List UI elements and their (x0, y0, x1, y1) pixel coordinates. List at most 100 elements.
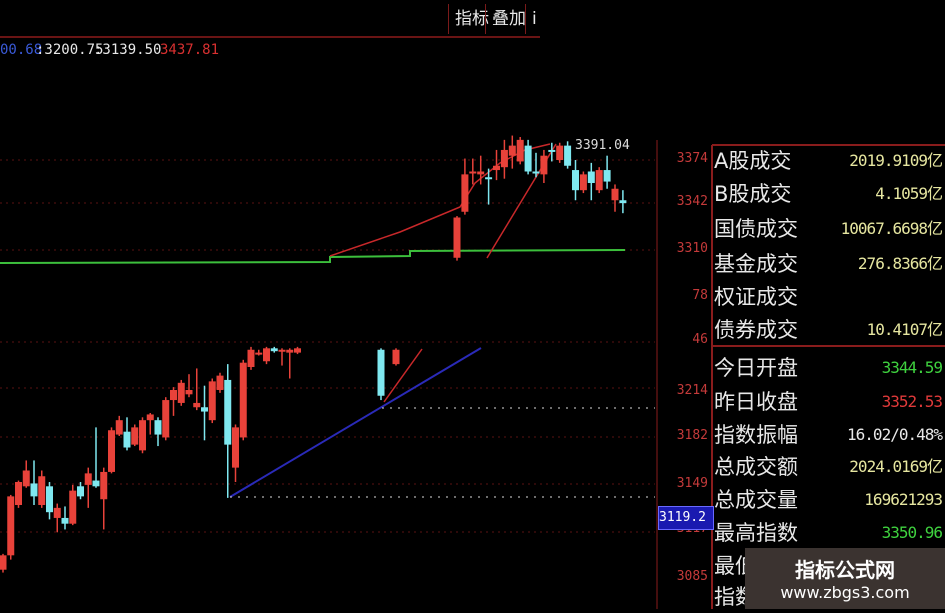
info-label: 债券成交 (714, 318, 798, 342)
candle-body (22, 470, 30, 487)
tab-overlay[interactable]: 叠加 (485, 4, 532, 34)
info-label: 今日开盘 (714, 356, 798, 380)
candle-body (170, 390, 177, 401)
info-row: 国债成交 10067.6698亿 (714, 213, 943, 245)
candle-body (540, 155, 548, 175)
info-label: 最高指数 (714, 521, 798, 545)
candle-body (477, 171, 485, 175)
info-value: 276.8366亿 (857, 254, 943, 273)
info-row: 债券成交 10.4107亿 (714, 314, 943, 346)
candle-body (263, 348, 270, 362)
info-value: 2024.0169亿 (849, 457, 943, 476)
candle-body (146, 414, 154, 421)
candle-body (224, 379, 232, 445)
info-value: 2019.9109亿 (849, 151, 943, 170)
candle-body (123, 431, 131, 448)
y-axis-tick-label: 3085 (676, 569, 708, 584)
y-axis-tick-label: 3214 (676, 383, 708, 398)
candle-body (15, 482, 22, 505)
info-label: 总成交额 (714, 455, 798, 479)
candle-body (516, 139, 524, 162)
candle-body (115, 420, 123, 435)
trend-line-red-short (383, 348, 423, 403)
info-value: 16.02/0.48% (847, 425, 943, 444)
base-line (0, 249, 626, 264)
header-value-3: :3139.50 (94, 42, 162, 58)
candle-body (185, 390, 193, 395)
info-row: 最高指数 3350.96 (714, 517, 943, 549)
candle-body (579, 174, 587, 191)
candle-body (30, 483, 38, 497)
candle-body (294, 348, 301, 353)
candle-body (131, 427, 139, 445)
candle-body (61, 517, 69, 524)
candle-body (619, 200, 627, 204)
info-row: A股成交 2019.9109亿 (714, 145, 943, 177)
tab-more[interactable]: i (525, 4, 543, 34)
candle-body (595, 170, 603, 191)
candle-body (392, 349, 400, 365)
candle-body (0, 555, 7, 570)
info-value: 10067.6698亿 (840, 219, 943, 238)
candle-body (232, 427, 239, 468)
candle-body (500, 149, 508, 168)
candle-body (611, 188, 619, 201)
candle-body (469, 171, 477, 174)
candle-body (154, 420, 162, 435)
candle-body (548, 149, 556, 152)
candle-body (100, 471, 108, 500)
candle-body (255, 352, 263, 355)
candle-body (556, 145, 564, 160)
watermark-title: 指标公式网 (795, 558, 895, 582)
candle-body (53, 507, 61, 518)
watermark: 指标公式网 www.zbgs3.com (745, 548, 945, 609)
candle-body (493, 165, 500, 171)
header-value-1: 00.68 (0, 42, 43, 58)
info-label: 昨日收盘 (714, 390, 798, 414)
watermark-url: www.zbgs3.com (780, 583, 910, 602)
tab-indicator[interactable]: 指标 (448, 4, 495, 34)
info-row: 今日开盘 3344.59 (714, 352, 943, 384)
info-value: 169621293 (864, 490, 943, 509)
header-value-2: :3200.75 (36, 42, 104, 58)
candle-body (603, 170, 611, 182)
candle-body (216, 375, 224, 390)
y-axis-tick-label: 3342 (676, 194, 708, 209)
info-value: 3344.59 (881, 358, 943, 377)
info-row: 总成交额 2024.0169亿 (714, 451, 943, 483)
info-label: 总成交量 (714, 488, 798, 512)
candle-body (286, 349, 294, 353)
info-label: 指数振幅 (714, 423, 798, 447)
candle-body (77, 486, 84, 497)
y-axis-tick-label: 3149 (676, 476, 708, 491)
candle-body (270, 348, 278, 352)
header-value-4: 3437.81 (160, 42, 220, 58)
info-row: 昨日收盘 3352.53 (714, 386, 943, 418)
info-value: 10.4107亿 (866, 320, 943, 339)
candle-body (587, 171, 595, 183)
candle-body (524, 145, 532, 172)
info-value: 4.1059亿 (875, 184, 943, 203)
info-row: 基金成交 276.8366亿 (714, 248, 943, 280)
candle-body (193, 402, 201, 408)
candle-body (453, 217, 461, 258)
candle-body (508, 145, 516, 156)
y-axis-tick-label: 3310 (676, 241, 708, 256)
y-axis-tick-label: 3374 (676, 151, 708, 166)
candle-body (377, 349, 385, 396)
info-row: 权证成交 (714, 281, 942, 313)
candle-body (162, 400, 170, 438)
candle-body (201, 407, 208, 412)
candle-body (239, 362, 247, 438)
header-divider (0, 36, 540, 38)
info-row: 总成交量 169621293 (714, 484, 943, 516)
trend-line-blue (229, 347, 482, 498)
candle-body (532, 171, 540, 174)
candle-body (38, 476, 46, 505)
candle-body (247, 349, 255, 367)
candle-body (84, 473, 92, 485)
y-axis-tick-label: 3182 (676, 428, 708, 443)
candle-body (208, 381, 216, 421)
info-label: 权证成交 (714, 285, 798, 309)
